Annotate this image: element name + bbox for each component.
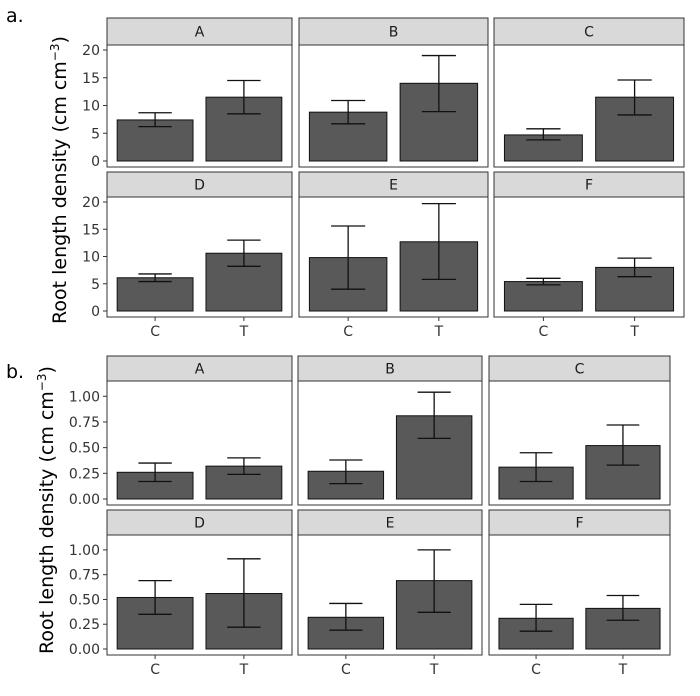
chart-tag: b.: [6, 361, 24, 383]
error-bar-T: [617, 257, 652, 278]
error-bar-T: [417, 549, 451, 613]
y-axis-title-close: ): [36, 366, 58, 373]
error-bar-C: [138, 579, 172, 615]
x-tick-label: C: [539, 324, 549, 340]
y-axis-title: Root length density (cm cm−3): [48, 36, 71, 324]
y-tick-label: 0.00: [69, 492, 100, 508]
facet-strip: [488, 355, 671, 382]
y-axis-title-exponent: −3: [35, 373, 49, 391]
error-bar-C: [331, 225, 366, 290]
facet-label: A: [195, 25, 205, 41]
x-tick-label: T: [239, 324, 249, 340]
y-axis-title-exponent: −3: [48, 43, 62, 61]
facet-label: D: [194, 178, 205, 194]
y-tick-label: 15: [82, 222, 100, 238]
error-bar-T: [617, 79, 652, 116]
y-tick-label: 15: [82, 71, 100, 87]
y-tick-label: 20: [82, 43, 100, 59]
error-bar-C: [526, 277, 561, 286]
facet-label: E: [386, 516, 395, 532]
error-bar-C: [519, 603, 553, 632]
y-axis-title-text: Root length density (cm cm: [49, 61, 71, 324]
error-bar-T: [227, 239, 261, 267]
facet-strip: [493, 171, 685, 198]
y-tick-label: 10: [82, 99, 100, 115]
y-tick-label: 0.25: [69, 466, 100, 482]
y-axis-title-close: ): [49, 36, 71, 43]
facet-strip: [298, 171, 489, 198]
facet-label: F: [575, 516, 583, 532]
error-bar-C: [329, 459, 363, 485]
facet-label: C: [575, 362, 585, 378]
y-tick-label: 0.50: [69, 592, 100, 608]
error-bar-C: [138, 462, 172, 483]
y-tick-label: 0.25: [69, 617, 100, 633]
error-bar-C: [519, 452, 553, 483]
y-tick-label: 0: [91, 154, 100, 170]
y-tick-label: 0.75: [69, 568, 100, 584]
y-tick-label: 0.75: [69, 415, 100, 431]
x-tick-label: T: [434, 324, 444, 340]
y-tick-label: 5: [91, 126, 100, 142]
error-bar-C: [331, 99, 366, 125]
bar-C: [116, 277, 194, 312]
x-tick-label: C: [150, 662, 160, 678]
error-bar-C: [138, 273, 172, 283]
facet-strip: [297, 509, 483, 536]
facet-label: B: [389, 25, 399, 41]
error-bar-T: [417, 391, 451, 440]
y-tick-label: 0.00: [69, 642, 100, 658]
x-tick-label: C: [150, 324, 160, 340]
y-tick-label: 0.50: [69, 441, 100, 457]
y-tick-label: 10: [82, 250, 100, 266]
facet-strip: [106, 509, 293, 536]
y-axis-title: Root length density (cm cm−3): [35, 366, 58, 654]
y-tick-label: 0: [91, 304, 100, 320]
facet-strip: [298, 17, 489, 46]
bar-C: [503, 281, 583, 312]
facet-strip: [106, 17, 293, 46]
chart-0: a. Root length density (cm cm−3) A 0 5 10 15 20…: [6, 5, 685, 340]
y-tick-label: 1.00: [69, 543, 100, 559]
error-bar-C: [329, 602, 363, 631]
facet-strip: [488, 509, 671, 536]
y-tick-label: 1.00: [69, 389, 100, 405]
y-axis-title-text: Root length density (cm cm: [36, 391, 58, 654]
error-bar-T: [421, 54, 456, 113]
facet-strip: [493, 17, 685, 46]
chart-tag: a.: [6, 5, 24, 27]
x-tick-label: C: [343, 324, 353, 340]
facet-label: B: [385, 362, 395, 378]
error-bar-T: [227, 79, 261, 115]
facet-label: F: [585, 178, 593, 194]
bar-T: [395, 415, 473, 500]
error-bar-T: [606, 424, 640, 466]
error-bar-C: [138, 112, 172, 128]
facet-label: E: [389, 178, 398, 194]
error-bar-T: [227, 558, 261, 628]
x-tick-label: C: [341, 662, 351, 678]
chart-1: b. Root length density (cm cm−3) A 0.00 0.25…: [6, 355, 671, 678]
x-tick-label: T: [629, 324, 639, 340]
facet-label: D: [194, 516, 205, 532]
x-tick-label: T: [618, 662, 628, 678]
facet-label: A: [195, 362, 205, 378]
error-bar-T: [227, 457, 261, 475]
error-bar-T: [606, 594, 640, 621]
error-bar-C: [526, 128, 561, 141]
y-tick-label: 20: [82, 195, 100, 211]
facet-strip: [297, 355, 483, 382]
x-tick-label: C: [531, 662, 541, 678]
error-bar-T: [421, 202, 456, 281]
y-tick-label: 5: [91, 277, 100, 293]
bar-T: [205, 96, 283, 162]
x-tick-label: T: [239, 662, 249, 678]
facet-label: C: [584, 25, 594, 41]
x-tick-label: T: [429, 662, 439, 678]
